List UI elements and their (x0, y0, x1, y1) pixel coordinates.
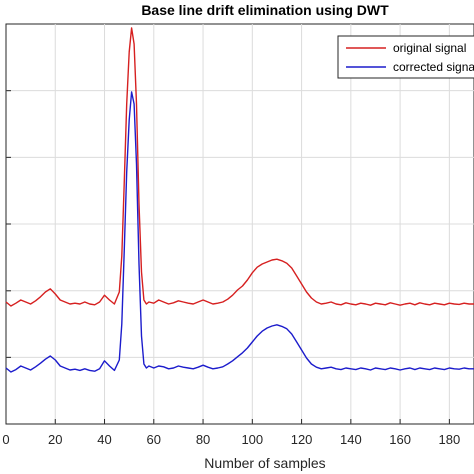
x-axis-label: Number of samples (204, 455, 325, 471)
x-tick-label: 180 (439, 432, 461, 447)
legend-label-original: original signal (393, 41, 466, 55)
x-tick-label: 120 (291, 432, 313, 447)
series-line-1 (5, 91, 474, 373)
x-tick-label: 40 (97, 432, 111, 447)
x-tick-label: 160 (389, 432, 411, 447)
chart-title: Base line drift elimination using DWT (141, 2, 389, 18)
x-tick-label: 20 (48, 432, 62, 447)
x-tick-label: 80 (196, 432, 210, 447)
grid (6, 24, 474, 424)
x-tick-label: 100 (241, 432, 263, 447)
series-lines (5, 27, 474, 373)
x-tick-label: 60 (147, 432, 161, 447)
legend: original signal corrected signal (337, 35, 474, 79)
series-line-0 (5, 27, 474, 307)
x-tick-label: 140 (340, 432, 362, 447)
x-tick-label: 0 (2, 432, 9, 447)
legend-label-corrected: corrected signal (393, 60, 474, 74)
legend-box (337, 35, 474, 79)
x-axis-ticks: 0 20 40 60 80 100 120 140 160 180 (2, 419, 460, 447)
